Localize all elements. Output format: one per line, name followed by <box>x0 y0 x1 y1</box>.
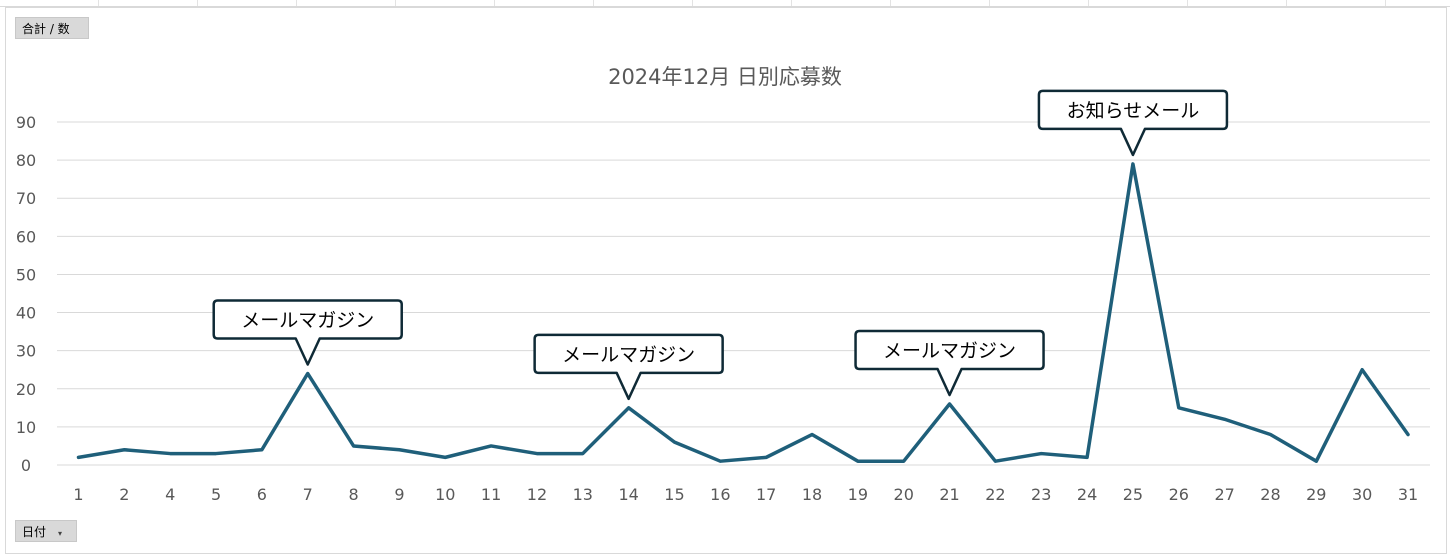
y-tick-label: 60 <box>16 227 36 246</box>
x-tick-label: 29 <box>1306 485 1326 504</box>
callout-bubble <box>1037 89 1229 157</box>
x-tick-label: 4 <box>165 485 175 504</box>
x-tick-label: 25 <box>1123 485 1143 504</box>
callout-bubble <box>854 329 1045 397</box>
callout: メールマガジン <box>533 333 724 401</box>
x-tick-label: 17 <box>756 485 776 504</box>
y-tick-label: 70 <box>16 189 36 208</box>
y-tick-label: 20 <box>16 380 36 399</box>
y-tick-label: 90 <box>16 113 36 132</box>
callout: メールマガジン <box>212 299 403 366</box>
x-tick-label: 8 <box>348 485 358 504</box>
y-tick-label: 50 <box>16 265 36 284</box>
y-tick-label: 80 <box>16 151 36 170</box>
x-tick-label: 5 <box>211 485 221 504</box>
x-tick-label: 19 <box>848 485 868 504</box>
x-tick-label: 6 <box>257 485 267 504</box>
callout-label: メールマガジン <box>241 310 374 332</box>
callout: メールマガジン <box>854 329 1045 397</box>
x-axis: 1 2 4 5 6 7 8 9 10 11 12 13 14 15 16 17 18 19 20 21 22 23 24 25… <box>73 485 1418 504</box>
series-line-group <box>76 162 1410 463</box>
x-tick-label: 28 <box>1260 485 1280 504</box>
values-field-label: 合計 / 数 <box>22 22 70 36</box>
x-tick-label: 7 <box>303 485 313 504</box>
x-tick-label: 11 <box>481 485 501 504</box>
x-tick-label: 1 <box>73 485 83 504</box>
x-tick-label: 23 <box>1031 485 1051 504</box>
x-tick-label: 12 <box>527 485 547 504</box>
x-tick-label: 18 <box>802 485 822 504</box>
x-tick-label: 31 <box>1398 485 1418 504</box>
chart-title: 2024年12月 日別応募数 <box>608 65 842 89</box>
gridlines <box>57 121 1430 466</box>
x-tick-label: 13 <box>573 485 593 504</box>
y-tick-label: 0 <box>21 456 31 475</box>
x-tick-label: 21 <box>939 485 959 504</box>
values-field-button[interactable]: 合計 / 数 <box>15 17 89 39</box>
y-tick-label: 30 <box>16 342 36 361</box>
dropdown-arrow-icon[interactable]: ▾ <box>58 529 63 538</box>
axis-field-label: 日付 <box>22 525 47 539</box>
y-tick-label: 10 <box>16 418 36 437</box>
x-tick-label: 22 <box>985 485 1005 504</box>
series-line[interactable] <box>76 162 1410 463</box>
axis-field-button[interactable]: 日付 ▾ <box>15 520 77 542</box>
x-tick-label: 10 <box>435 485 455 504</box>
y-axis: 0 10 20 30 40 50 60 70 80 90 <box>16 113 36 475</box>
callout-label: メールマガジン <box>883 340 1016 362</box>
x-tick-label: 14 <box>618 485 638 504</box>
sheet-gridlines <box>0 0 1450 7</box>
callout-label: メールマガジン <box>562 344 695 366</box>
x-tick-label: 20 <box>894 485 914 504</box>
y-tick-label: 40 <box>16 304 36 323</box>
x-tick-label: 16 <box>710 485 730 504</box>
callout-bubble <box>212 299 403 366</box>
callout: お知らせメール <box>1037 89 1229 157</box>
callout-bubble <box>533 333 724 401</box>
x-tick-label: 30 <box>1352 485 1372 504</box>
callout-label: お知らせメール <box>1067 100 1200 122</box>
x-tick-label: 26 <box>1169 485 1189 504</box>
x-tick-label: 9 <box>394 485 404 504</box>
x-tick-label: 24 <box>1077 485 1097 504</box>
x-tick-label: 15 <box>664 485 684 504</box>
x-tick-label: 27 <box>1214 485 1234 504</box>
x-tick-label: 2 <box>119 485 129 504</box>
